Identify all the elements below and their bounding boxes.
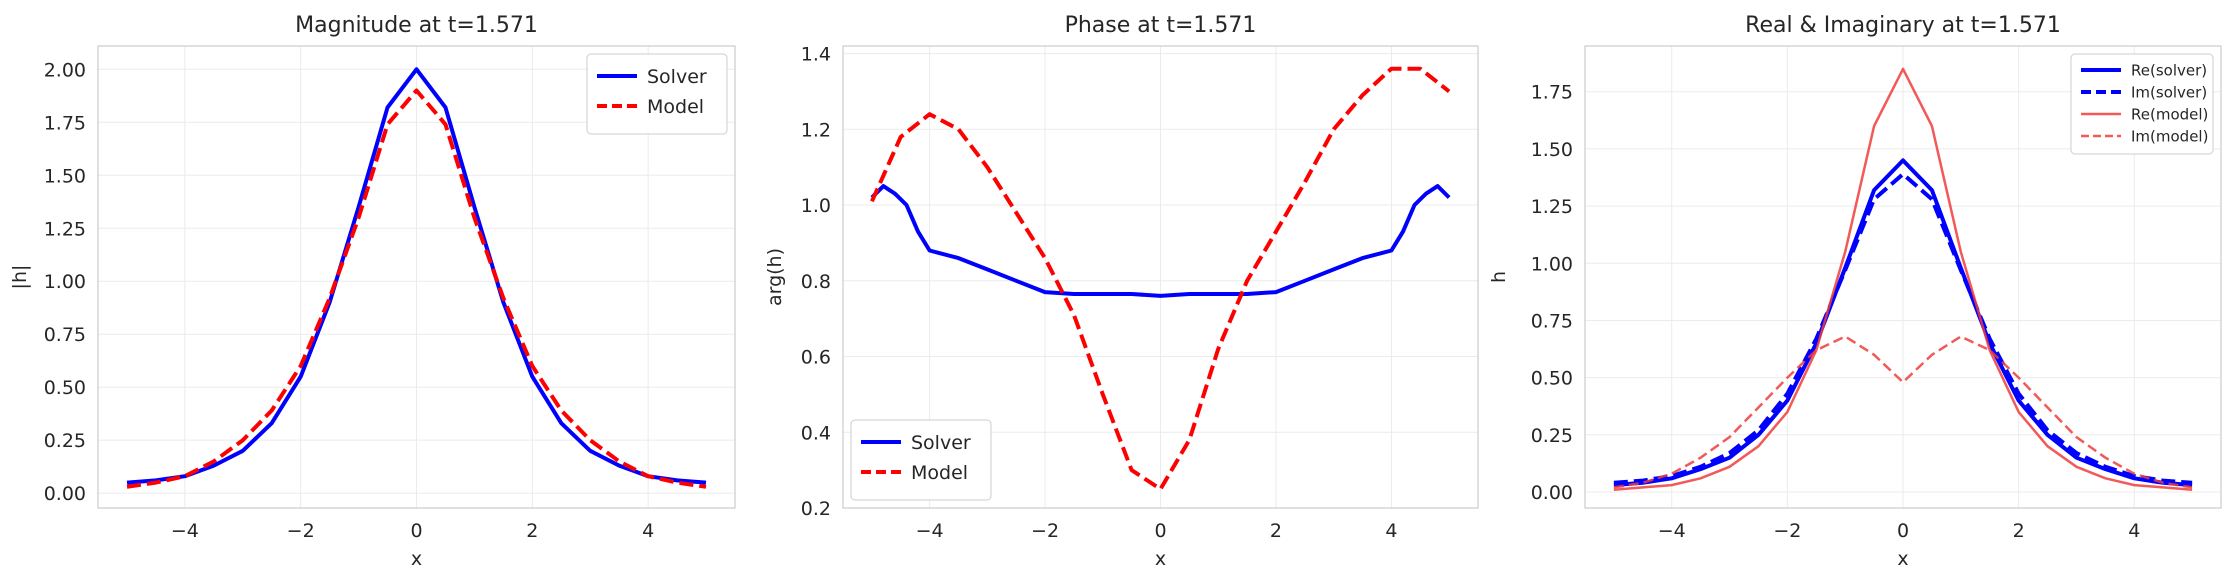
y-tick-label: 0.75: [1531, 310, 1573, 332]
y-tick-label: 0.00: [44, 483, 86, 505]
x-axis-label: x: [1155, 548, 1166, 570]
series-line-2: [1613, 172, 2193, 485]
y-tick-label: 1.2: [801, 119, 831, 141]
legend: Solver Model: [850, 419, 992, 501]
y-tick-label: 1.75: [1531, 82, 1573, 104]
x-tick-label: 4: [1385, 520, 1397, 542]
x-tick-label: 2: [2013, 520, 2025, 542]
y-tick-label: 1.00: [44, 271, 86, 293]
plot-frame: [97, 45, 736, 509]
chart-3: −4 −2 0 2 4 0.00 0.25 0.50 0.75 1.00 1.25 1.50 1.75 R…: [1488, 13, 2222, 570]
legend-label: Model: [647, 96, 704, 118]
y-axis-label: arg(h): [764, 248, 786, 306]
y-tick-label: 1.4: [801, 44, 831, 66]
legend-label: Re(model): [2131, 105, 2208, 123]
y-tick-label: 0.25: [1531, 425, 1573, 447]
plot-frame: [1584, 45, 2222, 509]
legend-label: Solver: [911, 432, 971, 454]
series-line-4: [1613, 335, 2193, 489]
legend-label: Solver: [647, 66, 707, 88]
series-line-3: [1613, 67, 2193, 491]
x-tick-label: −2: [287, 520, 315, 542]
chart-title: Phase at t=1.571: [1065, 13, 1257, 38]
series-line-1: [1613, 158, 2193, 488]
y-axis-label: h: [1488, 271, 1510, 283]
y-tick-label: 1.25: [44, 218, 86, 240]
series-line-1: [870, 184, 1451, 298]
y-tick-label: 0.2: [801, 498, 831, 520]
legend-label: Im(solver): [2131, 83, 2207, 101]
y-tick-label: 0.50: [44, 377, 86, 399]
x-tick-label: 4: [2128, 520, 2140, 542]
y-tick-label: 1.25: [1531, 196, 1573, 218]
y-tick-label: 0.6: [801, 347, 831, 369]
x-tick-label: 0: [410, 520, 422, 542]
y-tick-label: 0.8: [801, 271, 831, 293]
y-tick-label: 1.00: [1531, 253, 1573, 275]
x-tick-label: 0: [1154, 520, 1166, 542]
x-axis-label: x: [1897, 548, 1908, 570]
x-tick-label: −4: [916, 520, 944, 542]
series-line-1: [126, 67, 707, 485]
y-tick-label: 0.25: [44, 430, 86, 452]
y-tick-label: 1.0: [801, 195, 831, 217]
chart-2: −4 −2 0 2 4 0.2 0.4 0.6 0.8 1.0 1.2 1.4 Phase at t=1…: [764, 13, 1479, 570]
x-tick-label: −2: [1773, 520, 1801, 542]
x-axis-label: x: [411, 548, 422, 570]
x-tick-label: 2: [1270, 520, 1282, 542]
x-tick-label: −4: [171, 520, 199, 542]
legend-box: [2070, 53, 2214, 155]
series-line-2: [870, 66, 1451, 492]
x-tick-label: 4: [642, 520, 654, 542]
y-tick-label: 0.00: [1531, 482, 1573, 504]
x-tick-label: 2: [526, 520, 538, 542]
y-axis-label: |h|: [9, 265, 31, 290]
chart-title: Real & Imaginary at t=1.571: [1745, 13, 2061, 38]
x-tick-label: 0: [1897, 520, 1909, 542]
y-tick-label: 0.50: [1531, 368, 1573, 390]
legend-label: Im(model): [2131, 127, 2208, 145]
series-line-2: [126, 88, 707, 489]
legend-label: Model: [911, 462, 968, 484]
x-tick-label: −4: [1658, 520, 1686, 542]
legend-label: Re(solver): [2131, 61, 2207, 79]
y-tick-label: 0.4: [801, 422, 831, 444]
x-tick-label: −2: [1031, 520, 1059, 542]
chart-title: Magnitude at t=1.571: [295, 13, 538, 38]
y-tick-label: 1.50: [44, 165, 86, 187]
y-tick-label: 0.75: [44, 324, 86, 346]
chart-1: −4 −2 0 2 4 0.00 0.25 0.50 0.75 1.00 1.25 1.50 1.75 2…: [9, 13, 736, 570]
y-tick-label: 1.50: [1531, 139, 1573, 161]
legend: Solver Model: [586, 53, 728, 135]
y-tick-label: 2.00: [44, 59, 86, 81]
y-tick-label: 1.75: [44, 112, 86, 134]
plot-frame: [842, 45, 1479, 509]
legend: Re(solver) Im(solver) Re(model) Im(model): [2070, 53, 2214, 155]
